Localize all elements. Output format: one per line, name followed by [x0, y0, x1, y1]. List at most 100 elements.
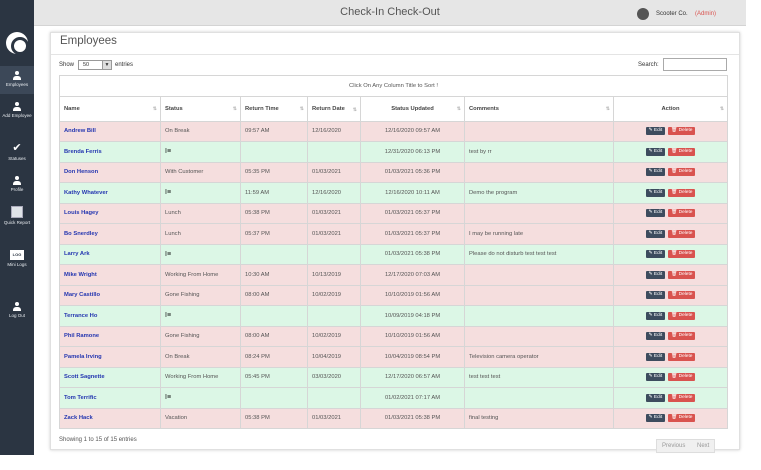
return-date-cell: 01/03/2021	[307, 202, 361, 224]
status-updated-cell: 10/04/2019 08:54 PM	[360, 346, 465, 368]
edit-button[interactable]: ✎ Edit	[645, 147, 666, 156]
delete-button[interactable]: 🗑 Delete	[668, 270, 696, 279]
employee-name-link[interactable]: Louis Hagey	[59, 202, 161, 224]
sidebar-item-statuses[interactable]: ✔ Statuses	[0, 143, 34, 162]
avatar[interactable]	[637, 8, 649, 20]
edit-button[interactable]: ✎ Edit	[645, 270, 666, 279]
column-header-status[interactable]: Status ⇅	[160, 95, 241, 122]
sidebar-item-log-out[interactable]: Log Out	[0, 302, 34, 318]
pagination: Previous Next	[656, 439, 716, 453]
employee-name-link[interactable]: Mary Castillo	[59, 284, 161, 306]
employee-name-link[interactable]: Larry Ark	[59, 243, 161, 265]
employee-name-link[interactable]: Scott Sagnette	[59, 366, 161, 388]
top-bar: Check-In Check-Out Scooter Co. (Admin)	[34, 0, 746, 26]
table-row: Louis Hagey Lunch 05:38 PM 01/03/2021 01/03/…	[59, 202, 729, 224]
comments-cell	[464, 264, 614, 286]
edit-button[interactable]: ✎ Edit	[645, 352, 666, 361]
table-row: Zack Hack Vacation 05:38 PM 01/03/2021 01/03…	[59, 407, 729, 429]
edit-button[interactable]: ✎ Edit	[645, 414, 666, 423]
comments-cell: test by rr	[464, 141, 614, 163]
column-header-return-time[interactable]: Return Time ⇅	[240, 95, 308, 122]
edit-button[interactable]: ✎ Edit	[645, 393, 666, 402]
column-header-name[interactable]: Name ⇅	[59, 95, 161, 122]
edit-button[interactable]: ✎ Edit	[645, 168, 666, 177]
delete-button[interactable]: 🗑 Delete	[668, 209, 696, 218]
person-icon	[13, 302, 21, 311]
action-cell: ✎ Edit 🗑 Delete	[612, 243, 729, 265]
edit-button[interactable]: ✎ Edit	[645, 332, 666, 341]
company-name: Scooter Co.	[656, 11, 688, 17]
status-updated-cell: 12/17/2020 06:57 AM	[360, 366, 465, 388]
comments-cell	[464, 387, 614, 409]
sidebar-item-label: Employees	[5, 82, 29, 87]
sidebar-item-add-employee[interactable]: Add Employee	[0, 102, 34, 118]
employee-name-link[interactable]: Zack Hack	[59, 407, 161, 429]
column-header-comments[interactable]: Comments ⇅	[464, 95, 614, 122]
next-button[interactable]: Next	[697, 443, 710, 449]
delete-button[interactable]: 🗑 Delete	[668, 393, 696, 402]
employee-name-link[interactable]: Bo Snerdley	[59, 223, 161, 245]
edit-button[interactable]: ✎ Edit	[645, 373, 666, 382]
status-updated-cell: 01/03/2021 05:38 PM	[360, 407, 465, 429]
delete-button[interactable]: 🗑 Delete	[668, 332, 696, 341]
column-header-return-date[interactable]: Return Date ⇅	[307, 95, 361, 122]
delete-button[interactable]: 🗑 Delete	[668, 414, 696, 423]
return-time-cell: 10:30 AM	[240, 264, 308, 286]
sort-icon: ⇅	[352, 106, 357, 113]
return-time-cell	[240, 305, 308, 327]
action-cell: ✎ Edit 🗑 Delete	[612, 120, 729, 142]
employee-name-link[interactable]: Pamela Irving	[59, 346, 161, 368]
delete-button[interactable]: 🗑 Delete	[668, 373, 696, 382]
employee-name-link[interactable]: Mike Wright	[59, 264, 161, 286]
employees-table: Click On Any Column Title to Sort ! Name…	[58, 75, 729, 429]
employee-name-link[interactable]: Brenda Ferris	[59, 141, 161, 163]
chevron-down-icon: ▼	[102, 61, 111, 69]
table-row: Brenda Ferris I≡ 12/31/2020 06:13 PM test b…	[59, 141, 729, 163]
previous-button[interactable]: Previous	[662, 443, 686, 449]
sidebar-item-employees[interactable]: Employees	[0, 66, 34, 94]
employee-name-link[interactable]: Phil Ramone	[59, 325, 161, 347]
delete-button[interactable]: 🗑 Delete	[668, 250, 696, 259]
sidebar-item-quick-report[interactable]: Quick Report	[0, 206, 34, 225]
employee-name-link[interactable]: Kathy Whatever	[59, 182, 161, 204]
search-input[interactable]	[663, 58, 727, 71]
return-time-cell: 05:37 PM	[240, 223, 308, 245]
edit-button[interactable]: ✎ Edit	[645, 127, 666, 136]
delete-button[interactable]: 🗑 Delete	[668, 229, 696, 238]
delete-button[interactable]: 🗑 Delete	[668, 311, 696, 320]
sidebar-item-profile[interactable]: Profile	[0, 176, 34, 192]
sidebar-item-label: Add Employee	[2, 113, 32, 118]
return-date-cell: 10/02/2019	[307, 284, 361, 306]
comments-cell: Please do not disturb test test test	[464, 243, 614, 265]
edit-button[interactable]: ✎ Edit	[645, 311, 666, 320]
page-length-select[interactable]: 50 ▼	[78, 60, 112, 70]
employee-name-link[interactable]: Don Henson	[59, 161, 161, 183]
edit-button[interactable]: ✎ Edit	[645, 250, 666, 259]
employee-name-link[interactable]: Andrew Bill	[59, 120, 161, 142]
delete-button[interactable]: 🗑 Delete	[668, 188, 696, 197]
delete-button[interactable]: 🗑 Delete	[668, 352, 696, 361]
user-role[interactable]: (Admin)	[695, 11, 717, 17]
table-row: Terrance Ho I≡ 10/09/2019 04:18 PM ✎ Edit 🗑 …	[59, 305, 729, 327]
status-cell: Lunch	[160, 223, 241, 245]
delete-button[interactable]: 🗑 Delete	[668, 147, 696, 156]
delete-button[interactable]: 🗑 Delete	[668, 127, 696, 136]
comments-cell	[464, 284, 614, 306]
employee-name-link[interactable]: Terrance Ho	[59, 305, 161, 327]
sort-icon: ⇅	[605, 105, 610, 112]
edit-button[interactable]: ✎ Edit	[645, 188, 666, 197]
edit-button[interactable]: ✎ Edit	[645, 291, 666, 300]
employee-name-link[interactable]: Tom Terrific	[59, 387, 161, 409]
delete-button[interactable]: 🗑 Delete	[668, 168, 696, 177]
edit-button[interactable]: ✎ Edit	[645, 229, 666, 238]
comments-cell	[464, 161, 614, 183]
edit-button[interactable]: ✎ Edit	[645, 209, 666, 218]
sort-icon: ⇅	[232, 105, 237, 112]
status-cell: I≡	[160, 305, 241, 327]
return-time-cell	[240, 387, 308, 409]
return-date-cell: 01/03/2021	[307, 161, 361, 183]
status-cell: Gone Fishing	[160, 325, 241, 347]
sidebar-item-mini-logs[interactable]: LOG Mini Logs	[0, 250, 34, 267]
delete-button[interactable]: 🗑 Delete	[668, 291, 696, 300]
column-header-status-updated[interactable]: Status Updated ⇅	[360, 95, 465, 122]
